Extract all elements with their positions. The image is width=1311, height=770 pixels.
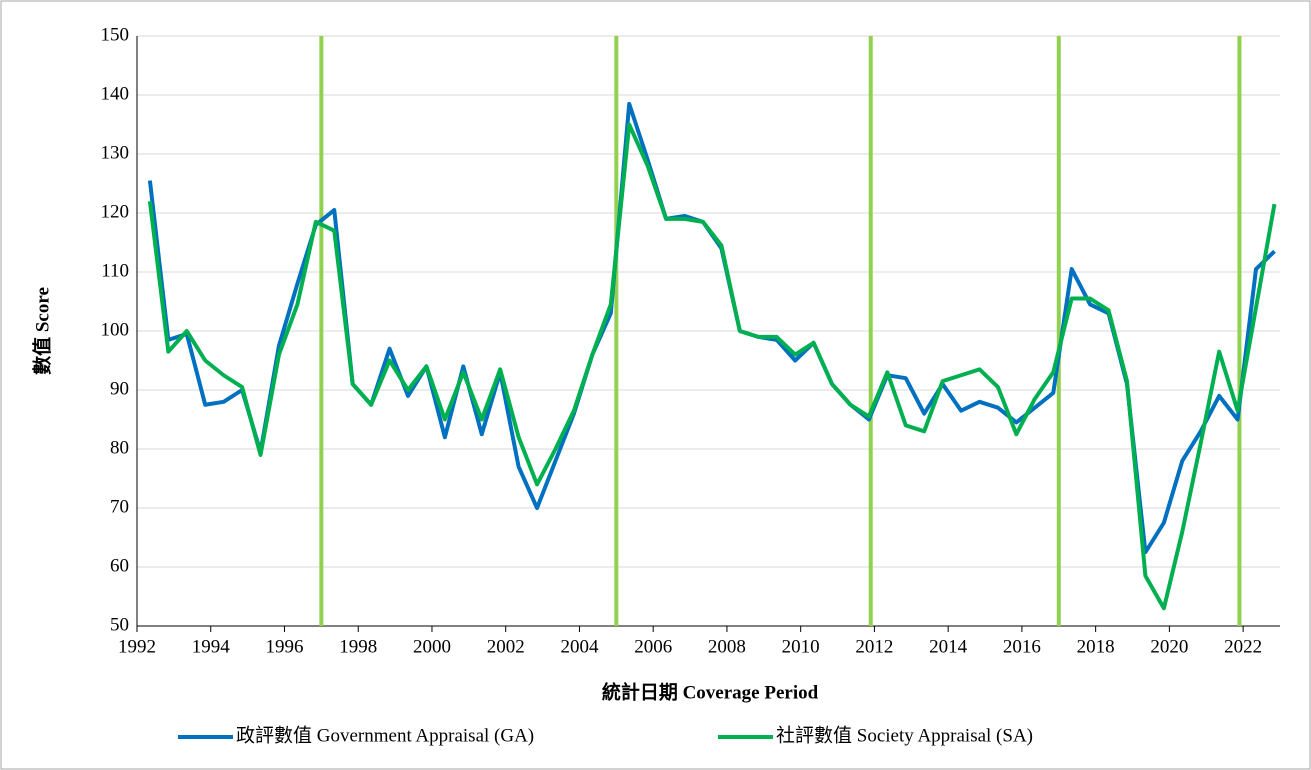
x-tick-label: 2010 (782, 636, 820, 657)
legend-label: 社評數值 Society Appraisal (SA) (776, 724, 1033, 746)
x-tick-label: 2020 (1150, 636, 1188, 657)
y-axis-label: 數值 Score (30, 287, 53, 375)
x-tick-label: 2022 (1224, 636, 1262, 657)
x-tick-label: 1992 (118, 636, 156, 657)
y-tick-label: 130 (101, 142, 130, 163)
x-tick-label: 2008 (708, 636, 746, 657)
x-tick-label: 2006 (634, 636, 672, 657)
y-tick-label: 50 (110, 614, 129, 635)
y-tick-label: 110 (101, 260, 129, 281)
x-tick-label: 1994 (192, 636, 231, 657)
y-tick-label: 140 (101, 83, 130, 104)
y-tick-label: 70 (110, 496, 129, 517)
y-tick-label: 60 (110, 555, 129, 576)
x-tick-label: 2012 (855, 636, 893, 657)
x-tick-label: 2000 (413, 636, 451, 657)
x-axis-label: 統計日期 Coverage Period (602, 680, 819, 703)
y-tick-label: 100 (101, 319, 130, 340)
x-tick-label: 2004 (560, 636, 599, 657)
y-tick-label: 150 (101, 24, 130, 45)
x-tick-label: 1996 (265, 636, 303, 657)
y-tick-label: 80 (110, 437, 129, 458)
x-tick-label: 2016 (1003, 636, 1041, 657)
x-tick-label: 1998 (339, 636, 377, 657)
x-tick-label: 2014 (929, 636, 968, 657)
legend-label: 政評數值 Government Appraisal (GA) (236, 724, 534, 746)
y-tick-label: 120 (101, 201, 130, 222)
y-tick-label: 90 (110, 378, 129, 399)
series-line (147, 122, 1277, 611)
x-tick-label: 2018 (1077, 636, 1115, 657)
x-tick-label: 2002 (487, 636, 525, 657)
